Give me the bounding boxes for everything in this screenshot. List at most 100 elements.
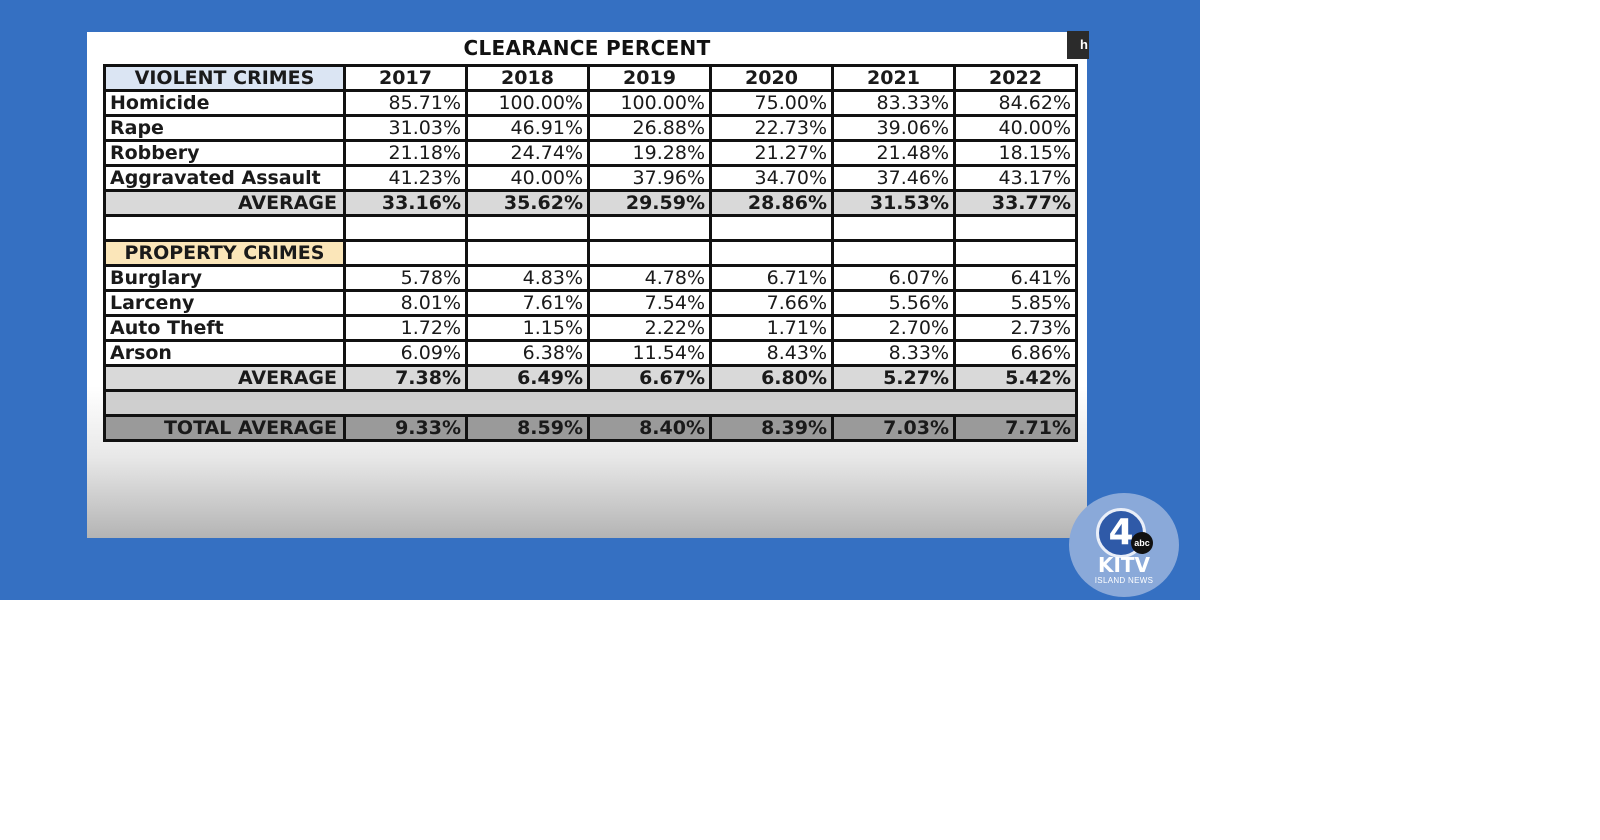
table-cell: 37.96% (587, 164, 712, 192)
table-cell: 7.66% (709, 289, 834, 317)
empty-cell (709, 239, 834, 267)
table-cell: 21.27% (709, 139, 834, 167)
empty-cell (831, 239, 956, 267)
table-cell: 75.00% (709, 89, 834, 117)
spreadsheet-image: CLEARANCE PERCENT VIOLENT CRIMES 2017 20… (87, 32, 1087, 538)
table-cell: 24.74% (465, 139, 590, 167)
row-label: Rape (103, 114, 346, 142)
table-cell: 5.78% (343, 264, 468, 292)
total-average-label: TOTAL AVERAGE (103, 414, 346, 442)
average-cell: 5.42% (953, 364, 1078, 392)
table-cell: 4.83% (465, 264, 590, 292)
empty-cell (831, 214, 956, 242)
year-header: 2017 (343, 64, 468, 92)
table-cell: 85.71% (343, 89, 468, 117)
table-cell: 2.70% (831, 314, 956, 342)
violent-crimes-header: VIOLENT CRIMES (103, 64, 346, 92)
table-cell: 5.85% (953, 289, 1078, 317)
table-cell: 6.09% (343, 339, 468, 367)
total-average-row: TOTAL AVERAGE 9.33% 8.59% 8.40% 8.39% 7.… (103, 414, 1078, 442)
year-header: 2019 (587, 64, 712, 92)
table-cell: 5.56% (831, 289, 956, 317)
corner-tab: h (1067, 31, 1089, 59)
average-label: AVERAGE (103, 189, 346, 217)
year-header: 2018 (465, 64, 590, 92)
table-cell: 46.91% (465, 114, 590, 142)
empty-cell (343, 239, 468, 267)
average-cell: 33.77% (953, 189, 1078, 217)
table-cell: 31.03% (343, 114, 468, 142)
violent-average-row: AVERAGE 33.16% 35.62% 29.59% 28.86% 31.5… (103, 189, 1078, 217)
empty-cell (587, 214, 712, 242)
table-cell: 8.01% (343, 289, 468, 317)
property-average-row: AVERAGE 7.38% 6.49% 6.67% 6.80% 5.27% 5.… (103, 364, 1078, 392)
kitv-logo: 4 abc KITV ISLAND NEWS (1069, 493, 1179, 597)
average-cell: 6.80% (709, 364, 834, 392)
violent-header-row: VIOLENT CRIMES 2017 2018 2019 2020 2021 … (103, 64, 1078, 92)
total-cell: 8.39% (709, 414, 834, 442)
table-cell: 19.28% (587, 139, 712, 167)
empty-row (103, 214, 1078, 242)
table-cell: 100.00% (465, 89, 590, 117)
property-crimes-header: PROPERTY CRIMES (103, 239, 346, 267)
empty-cell (465, 214, 590, 242)
average-cell: 6.49% (465, 364, 590, 392)
year-header: 2021 (831, 64, 956, 92)
table-cell: 2.73% (953, 314, 1078, 342)
table-cell: 18.15% (953, 139, 1078, 167)
average-cell: 31.53% (831, 189, 956, 217)
row-label: Homicide (103, 89, 346, 117)
property-header-row: PROPERTY CRIMES (103, 239, 1078, 267)
average-cell: 7.38% (343, 364, 468, 392)
table-row: Robbery 21.18% 24.74% 19.28% 21.27% 21.4… (103, 139, 1078, 167)
total-cell: 7.03% (831, 414, 956, 442)
table-cell: 43.17% (953, 164, 1078, 192)
table-cell: 1.71% (709, 314, 834, 342)
empty-cell (343, 214, 468, 242)
empty-cell (587, 239, 712, 267)
table-cell: 6.86% (953, 339, 1078, 367)
table-cell: 8.43% (709, 339, 834, 367)
table-cell: 100.00% (587, 89, 712, 117)
table-cell: 2.22% (587, 314, 712, 342)
table-cell: 84.62% (953, 89, 1078, 117)
table-cell: 4.78% (587, 264, 712, 292)
table-cell: 83.33% (831, 89, 956, 117)
logo-tagline: ISLAND NEWS (1094, 576, 1154, 585)
abc-icon: abc (1131, 532, 1153, 554)
table-row: Auto Theft 1.72% 1.15% 2.22% 1.71% 2.70%… (103, 314, 1078, 342)
logo-name: KITV (1097, 553, 1151, 577)
table-cell: 39.06% (831, 114, 956, 142)
table-cell: 40.00% (465, 164, 590, 192)
year-header: 2020 (709, 64, 834, 92)
table-cell: 11.54% (587, 339, 712, 367)
table-cell: 22.73% (709, 114, 834, 142)
empty-cell (465, 239, 590, 267)
total-cell: 8.40% (587, 414, 712, 442)
row-label: Arson (103, 339, 346, 367)
average-cell: 5.27% (831, 364, 956, 392)
empty-cell (103, 214, 346, 242)
empty-cell (103, 389, 1078, 417)
row-label: Auto Theft (103, 314, 346, 342)
row-label: Burglary (103, 264, 346, 292)
total-cell: 8.59% (465, 414, 590, 442)
table-cell: 37.46% (831, 164, 956, 192)
empty-cell (953, 214, 1078, 242)
table-cell: 1.72% (343, 314, 468, 342)
table-cell: 8.33% (831, 339, 956, 367)
table-title: CLEARANCE PERCENT (463, 36, 711, 60)
average-label: AVERAGE (103, 364, 346, 392)
average-cell: 35.62% (465, 189, 590, 217)
table-cell: 26.88% (587, 114, 712, 142)
empty-cell (953, 239, 1078, 267)
average-cell: 28.86% (709, 189, 834, 217)
table-cell: 40.00% (953, 114, 1078, 142)
table-cell: 6.71% (709, 264, 834, 292)
table-row: Homicide 85.71% 100.00% 100.00% 75.00% 8… (103, 89, 1078, 117)
empty-cell (709, 214, 834, 242)
table-cell: 21.18% (343, 139, 468, 167)
table-cell: 21.48% (831, 139, 956, 167)
year-header: 2022 (953, 64, 1078, 92)
average-cell: 6.67% (587, 364, 712, 392)
